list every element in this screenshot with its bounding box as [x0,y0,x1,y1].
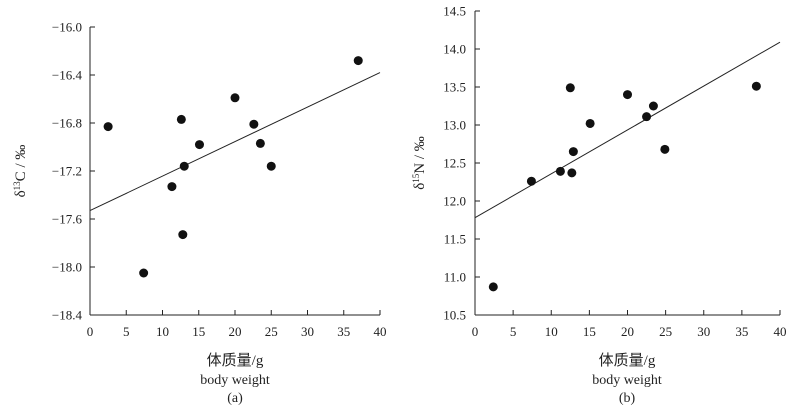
y-axis-label-delta: δ [412,183,428,190]
y-axis-label: δ13C / ‰ [12,145,29,198]
x-tick-label: 30 [697,324,710,339]
x-tick-label: 35 [735,324,748,339]
y-tick-label: 10.5 [443,308,466,323]
x-axis-label-english: body weight [200,373,270,388]
data-point [194,140,204,150]
y-axis-label-delta: δ [13,190,29,197]
panel-caption: (a) [227,391,243,406]
x-tick-label: 10 [545,324,558,339]
data-point [648,101,658,111]
y-tick-label: 12.0 [443,194,466,209]
data-point [555,166,565,176]
data-point [353,56,363,66]
x-axis-label-chinese: 体质量/g [207,352,264,369]
x-tick-label: 20 [621,324,634,339]
y-tick-label: −18.4 [52,308,83,323]
y-tick-label: 14.5 [443,4,466,19]
data-point [568,147,578,157]
y-tick-label: 11.0 [444,270,466,285]
data-point [178,230,188,240]
trend-line [474,41,781,219]
data-point [139,268,149,278]
data-point [167,182,177,192]
y-axis-label-superscript: 15 [411,173,421,183]
y-tick-label: −18.0 [52,260,82,275]
data-point [255,138,265,148]
data-point [266,161,276,171]
x-tick-label: 40 [774,324,787,339]
x-tick-label: 10 [156,324,169,339]
data-point [230,93,240,103]
data-point [585,118,595,128]
x-tick-label: 25 [265,324,278,339]
y-axis-label-superscript: 13 [12,181,22,191]
data-point [176,114,186,124]
x-axis-label-chinese: 体质量/g [599,352,656,369]
y-tick-label: 14.0 [443,42,466,57]
y-axis-label-unit: C / ‰ [13,145,29,182]
y-axis-label: δ15N / ‰ [411,136,428,190]
data-point [660,144,670,154]
data-point [249,119,259,129]
data-point [751,81,761,91]
trend-line [89,72,381,212]
y-tick-label: −16.8 [52,116,82,131]
data-point [565,83,575,93]
x-tick-label: 35 [337,324,350,339]
x-tick-label: 15 [192,324,205,339]
y-tick-label: 13.5 [443,80,466,95]
data-point [642,112,652,122]
panel-caption: (b) [619,391,636,406]
x-tick-label: 5 [510,324,517,339]
y-tick-label: −16.0 [52,20,82,35]
data-point [488,282,498,292]
x-tick-label: 30 [301,324,314,339]
data-point [623,90,632,100]
x-tick-label: 0 [472,324,479,339]
x-tick-label: 25 [659,324,672,339]
chart-panel-b: 0 5 10 15 20 25 30 35 40 10.5 11.0 11.5 12.0 12.5 13.0… [411,4,787,407]
y-tick-label: 13.0 [443,118,466,133]
y-tick-label: −17.2 [52,164,82,179]
y-tick-label: 11.5 [444,232,466,247]
x-tick-label: 0 [87,324,94,339]
chart-panel-a: 0 5 10 15 20 25 30 35 40 −16.0 −16.4 −16.8 −17.2 −17.… [12,20,387,407]
x-tick-label: 40 [374,324,387,339]
y-tick-label: −17.6 [52,212,83,227]
data-point [526,176,536,186]
x-tick-label: 5 [123,324,130,339]
data-point [179,161,189,171]
y-tick-label: 12.5 [443,156,466,171]
x-tick-label: 15 [583,324,596,339]
data-point [103,122,113,132]
data-point [567,168,577,178]
x-tick-label: 20 [229,324,242,339]
x-axis-label-english: body weight [592,373,662,388]
y-tick-label: −16.4 [52,68,83,83]
y-axis-label-unit: N / ‰ [412,136,428,174]
